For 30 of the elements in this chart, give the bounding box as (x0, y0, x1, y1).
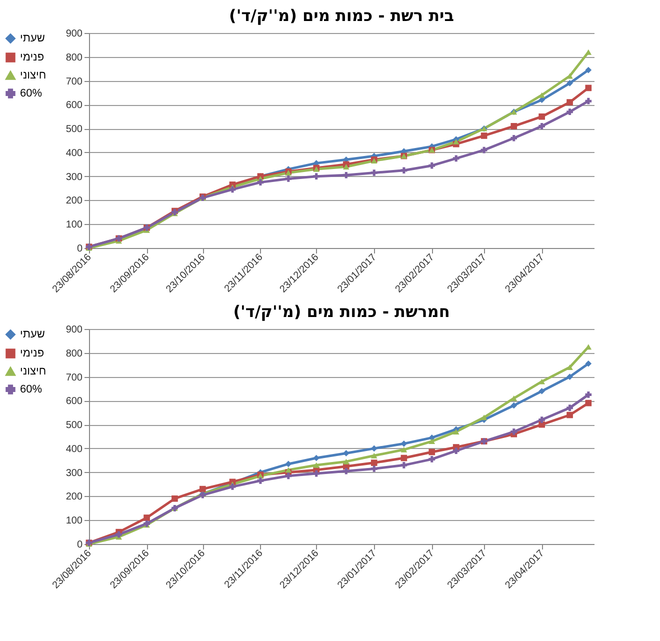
legend-label: פנימי (20, 52, 44, 64)
y-tick-label: 300 (66, 172, 83, 183)
y-tick-label: 200 (66, 492, 83, 503)
chart-title: בית רשת - כמות מים (מ''ק/ד') (228, 6, 454, 25)
legend-label: חיצוני (20, 366, 46, 378)
y-tick-label: 0 (76, 244, 83, 254)
y-tick-label: 400 (66, 148, 83, 159)
legend-label: שעתי (20, 32, 45, 44)
y-tick-label: 300 (66, 468, 83, 479)
y-tick-label: 100 (66, 516, 83, 527)
y-tick-label: 600 (66, 396, 83, 408)
y-tick-label: 900 (66, 28, 83, 40)
y-tick-label: 800 (66, 348, 83, 360)
y-tick-label: 700 (66, 76, 83, 88)
y-tick-label: 800 (66, 52, 83, 64)
y-tick-label: 200 (66, 196, 83, 207)
legend-label: שעתי (20, 328, 45, 340)
legend-label: 60% (20, 384, 42, 396)
y-tick-label: 500 (66, 420, 83, 432)
y-tick-label: 600 (66, 100, 83, 112)
y-tick-label: 100 (66, 220, 83, 231)
legend-label: חיצוני (20, 70, 46, 82)
y-tick-label: 0 (76, 540, 83, 550)
legend-label: פנימי (20, 348, 44, 360)
chart-title: חמרשת - כמות מים (מ''ק/ד') (233, 302, 450, 321)
y-tick-label: 900 (66, 324, 83, 336)
y-tick-label: 400 (66, 444, 83, 455)
y-tick-label: 700 (66, 372, 83, 384)
y-tick-label: 500 (66, 124, 83, 136)
legend-label: 60% (20, 88, 42, 100)
